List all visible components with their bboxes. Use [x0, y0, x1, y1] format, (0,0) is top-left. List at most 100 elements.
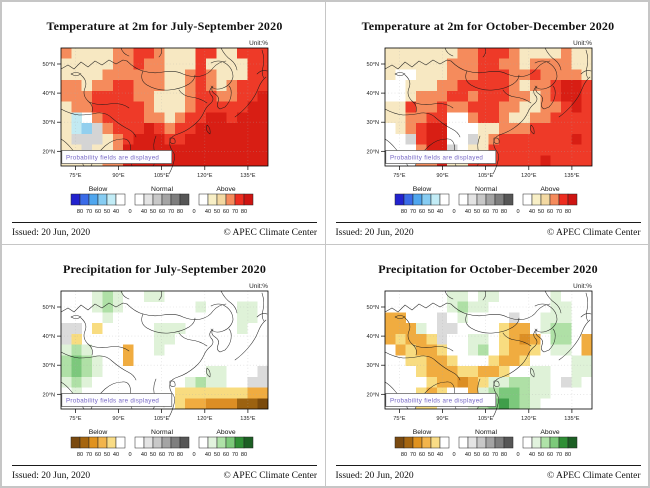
svg-text:120°E: 120°E — [197, 173, 213, 179]
svg-text:50: 50 — [104, 209, 110, 215]
svg-text:70: 70 — [409, 452, 415, 458]
svg-text:40: 40 — [113, 452, 119, 458]
svg-text:80: 80 — [177, 209, 183, 215]
colorbar-slot: Below 80 70 60 50 40 0 Normal 40 50 60 70 80 0 Above 40… — [69, 427, 259, 459]
probability-note: Probability fields are displayed — [384, 150, 496, 164]
colorbar-group-normal: Normal 40 50 60 70 80 — [458, 429, 513, 458]
axis-labels: 50°N 40°N 30°N 20°N 75°E 90°E 105°E 120°E 135°E — [366, 305, 579, 422]
forecast-map: Probability fields are displayed Unit:% 50… — [43, 40, 269, 179]
copyright: © APEC Climate Center — [546, 228, 641, 238]
issued-date: Issued: 20 Jun, 2020 — [12, 228, 91, 238]
svg-text:80: 80 — [564, 209, 570, 215]
copyright: © APEC Climate Center — [546, 470, 641, 481]
svg-text:70: 70 — [86, 452, 92, 458]
svg-text:50: 50 — [150, 452, 156, 458]
svg-text:40°N: 40°N — [366, 334, 379, 340]
svg-text:80: 80 — [500, 209, 506, 215]
svg-text:80: 80 — [77, 452, 83, 458]
panel-temp-ond: Temperature at 2m for October-December 2… — [325, 2, 648, 244]
svg-text:70: 70 — [86, 209, 92, 215]
svg-text:80: 80 — [241, 209, 247, 215]
svg-text:Above: Above — [540, 429, 559, 436]
svg-text:40°N: 40°N — [366, 91, 379, 97]
svg-text:70: 70 — [232, 209, 238, 215]
unit-label: Unit:% — [573, 40, 592, 47]
svg-text:60: 60 — [95, 452, 101, 458]
svg-text:50°N: 50°N — [43, 62, 56, 68]
svg-text:Normal: Normal — [151, 429, 173, 436]
svg-text:40°N: 40°N — [43, 91, 56, 97]
svg-text:60: 60 — [418, 452, 424, 458]
probability-cells — [61, 290, 269, 409]
issued-date: Issued: 20 Jun, 2020 — [12, 470, 91, 481]
svg-text:40: 40 — [205, 209, 211, 215]
svg-text:50: 50 — [427, 209, 433, 215]
svg-text:Below: Below — [412, 429, 431, 436]
probability-note: Probability fields are displayed — [384, 392, 496, 407]
svg-text:60: 60 — [159, 209, 165, 215]
svg-text:50: 50 — [214, 209, 220, 215]
panel-footer: Issued: 20 Jun, 2020 © APEC Climate Cent… — [12, 464, 317, 481]
colorbar-group-below: Below 80 70 60 50 40 — [70, 186, 126, 215]
svg-text:40: 40 — [528, 452, 534, 458]
svg-text:60: 60 — [546, 452, 552, 458]
colorbar-zero: 0 — [452, 452, 455, 458]
svg-text:80: 80 — [400, 452, 406, 458]
svg-text:60: 60 — [223, 452, 229, 458]
svg-text:20°N: 20°N — [366, 149, 379, 155]
svg-text:50: 50 — [537, 209, 543, 215]
svg-text:30°N: 30°N — [366, 120, 379, 126]
colorbar-group-below: Below 80 70 60 50 40 — [394, 186, 449, 215]
svg-text:120°E: 120°E — [521, 416, 537, 422]
svg-text:40: 40 — [436, 452, 442, 458]
colorbar-zero: 0 — [516, 452, 519, 458]
forecast-map: Probability fields are displayed Unit:% 50… — [366, 40, 592, 179]
svg-text:60: 60 — [482, 452, 488, 458]
svg-text:50°N: 50°N — [366, 305, 379, 311]
panel-precip-ond: Precipitation for October-December 2020 … — [325, 244, 648, 486]
svg-text:135°E: 135°E — [564, 173, 580, 179]
svg-text:120°E: 120°E — [521, 173, 537, 179]
svg-text:20°N: 20°N — [43, 392, 56, 398]
svg-text:Below: Below — [89, 429, 108, 436]
svg-text:Above: Above — [216, 186, 235, 193]
svg-text:90°E: 90°E — [436, 416, 448, 422]
svg-text:135°E: 135°E — [240, 416, 256, 422]
svg-text:Normal: Normal — [475, 429, 497, 436]
svg-text:Below: Below — [89, 186, 108, 193]
svg-text:70: 70 — [232, 452, 238, 458]
svg-text:70: 70 — [555, 452, 561, 458]
map-slot: Probability fields are displayed Unit:% 50… — [35, 38, 280, 180]
svg-text:50: 50 — [427, 452, 433, 458]
svg-text:60: 60 — [95, 209, 101, 215]
colorbar-group-below: Below 80 70 60 50 40 — [70, 429, 126, 458]
colorbar-slot: Below 80 70 60 50 40 0 Normal 40 50 60 70 80 0 Above 40… — [393, 184, 583, 216]
colorbar-group-normal: Normal 40 50 60 70 80 — [134, 429, 190, 458]
svg-text:30°N: 30°N — [43, 120, 56, 126]
svg-text:50: 50 — [473, 452, 479, 458]
issued-date: Issued: 20 Jun, 2020 — [335, 470, 414, 481]
probability-cells — [61, 48, 269, 167]
svg-text:50: 50 — [537, 452, 543, 458]
svg-text:Below: Below — [412, 186, 431, 193]
svg-text:40: 40 — [528, 209, 534, 215]
svg-text:75°E: 75°E — [393, 173, 405, 179]
svg-text:105°E: 105°E — [154, 416, 170, 422]
map-slot: Probability fields are displayed Unit:% 50… — [359, 38, 604, 180]
svg-text:40: 40 — [141, 452, 147, 458]
svg-text:Normal: Normal — [151, 186, 173, 193]
svg-text:60: 60 — [159, 452, 165, 458]
colorbar-zero: 0 — [128, 452, 131, 458]
svg-text:90°E: 90°E — [436, 173, 448, 179]
svg-text:40: 40 — [464, 452, 470, 458]
svg-text:80: 80 — [241, 452, 247, 458]
svg-text:50: 50 — [150, 209, 156, 215]
panel-title: Precipitation for October-December 2020 — [378, 261, 598, 276]
svg-text:Probability fields are display: Probability fields are displayed — [390, 155, 483, 162]
svg-text:40°N: 40°N — [43, 334, 56, 340]
svg-text:Above: Above — [216, 429, 235, 436]
svg-text:50: 50 — [104, 452, 110, 458]
svg-text:80: 80 — [564, 452, 570, 458]
